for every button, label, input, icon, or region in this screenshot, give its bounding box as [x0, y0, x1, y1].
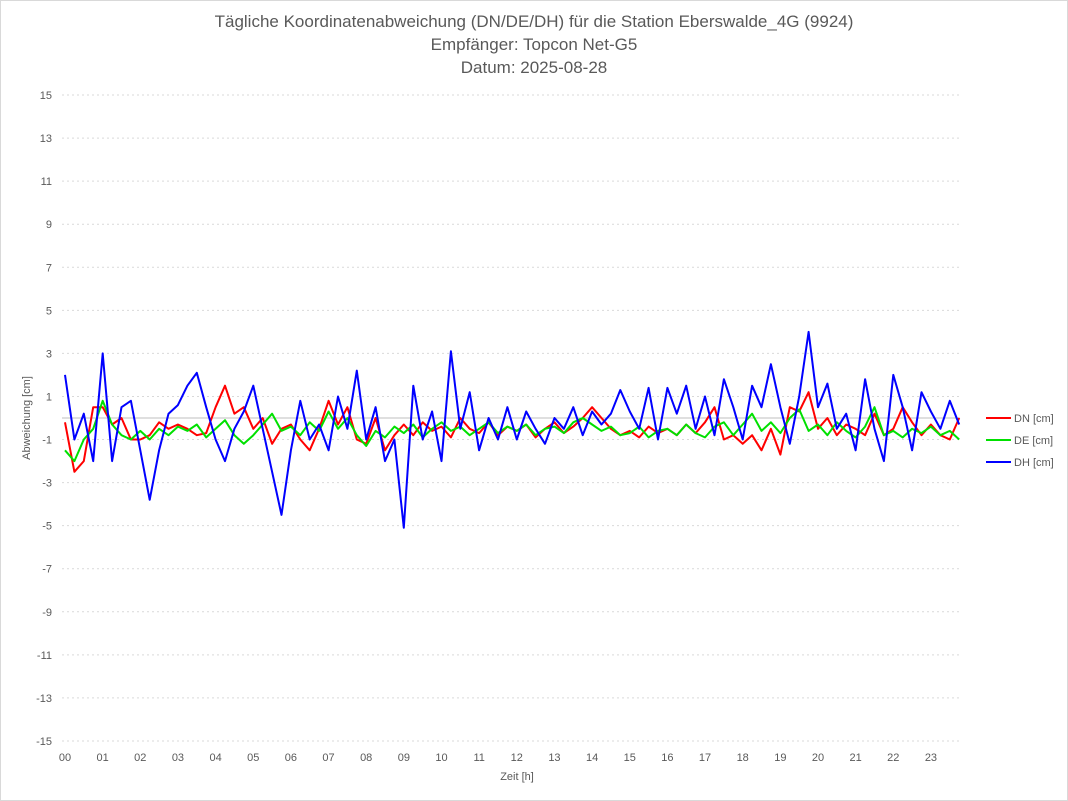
y-tick-label: 9 [46, 219, 52, 231]
x-tick-label: 01 [97, 752, 109, 764]
x-tick-label: 16 [661, 752, 673, 764]
chart-title: Tägliche Koordinatenabweichung (DN/DE/DH… [214, 12, 854, 31]
x-tick-label: 08 [360, 752, 372, 764]
y-axis-label: Abweichung [cm] [21, 376, 33, 460]
y-tick-label: -7 [42, 564, 52, 576]
y-tick-label: -15 [36, 736, 52, 748]
chart-subtitle-receiver: Empfänger: Topcon Net-G5 [430, 35, 638, 54]
legend-label: DH [cm] [1014, 457, 1054, 469]
legend-label: DN [cm] [1014, 413, 1054, 425]
x-tick-label: 21 [850, 752, 862, 764]
x-tick-label: 13 [548, 752, 560, 764]
series-line-dh [64, 330, 961, 529]
y-tick-label: 13 [40, 133, 52, 145]
x-tick-label: 22 [887, 752, 899, 764]
x-axis-label: Zeit [h] [500, 771, 534, 783]
x-tick-label: 17 [699, 752, 711, 764]
y-tick-label: 1 [46, 391, 52, 403]
y-tick-label: 7 [46, 262, 52, 274]
x-tick-label: 14 [586, 752, 598, 764]
legend-label: DE [cm] [1014, 435, 1053, 447]
y-tick-label: -13 [36, 693, 52, 705]
y-tick-label: -1 [42, 435, 52, 447]
chart-subtitle-date: Datum: 2025-08-28 [460, 58, 608, 77]
series-line-de [64, 399, 960, 463]
y-tick-label: -11 [37, 650, 52, 662]
y-tick-label: -5 [42, 521, 52, 533]
y-tick-label: 11 [41, 176, 52, 188]
x-tick-label: 12 [511, 752, 523, 764]
x-tick-labels: 00 01 02 03 04 05 06 07 08 09 10 11 12 13 14 15 16 17 18 19… [59, 752, 937, 764]
x-tick-label: 18 [737, 752, 749, 764]
x-tick-label: 20 [812, 752, 824, 764]
x-tick-label: 15 [624, 752, 636, 764]
x-tick-label: 00 [59, 752, 71, 764]
x-tick-label: 19 [774, 752, 786, 764]
x-tick-label: 11 [473, 752, 484, 764]
y-tick-label: -9 [42, 607, 52, 619]
series-lines [64, 330, 961, 529]
y-tick-labels: 15 13 11 9 7 5 3 1 -1 -3 -5 -7 -9 -11 -13 -15 [36, 90, 52, 748]
x-tick-label: 03 [172, 752, 184, 764]
x-tick-label: 10 [435, 752, 447, 764]
legend: DN [cm] DE [cm] DH [cm] [986, 413, 1054, 469]
y-tick-label: -3 [42, 478, 52, 490]
x-tick-label: 23 [925, 752, 937, 764]
y-tick-label: 5 [46, 305, 52, 317]
x-tick-label: 09 [398, 752, 410, 764]
x-tick-label: 04 [209, 752, 221, 764]
x-tick-label: 05 [247, 752, 259, 764]
x-tick-label: 02 [134, 752, 146, 764]
x-tick-label: 06 [285, 752, 297, 764]
y-tick-label: 3 [46, 348, 52, 360]
y-tick-label: 15 [40, 90, 52, 102]
x-tick-label: 07 [322, 752, 334, 764]
